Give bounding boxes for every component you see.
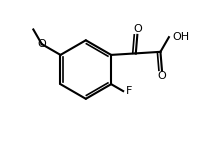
- Text: OH: OH: [173, 32, 190, 42]
- Text: O: O: [37, 39, 46, 49]
- Text: O: O: [133, 24, 142, 34]
- Text: F: F: [126, 86, 133, 96]
- Text: O: O: [158, 71, 166, 81]
